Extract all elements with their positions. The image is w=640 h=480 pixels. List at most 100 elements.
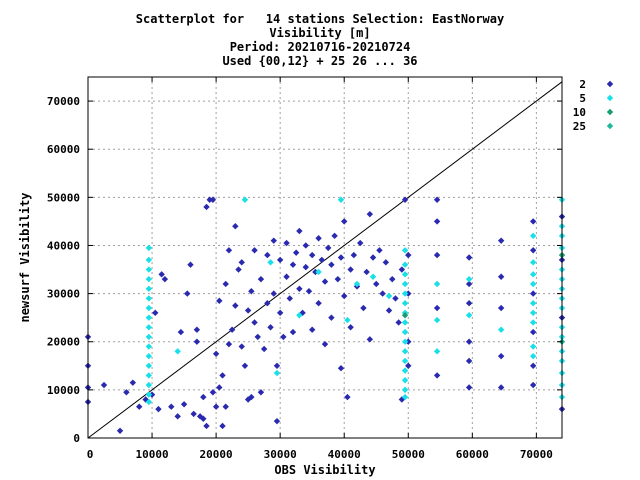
data-point-series-2 xyxy=(347,266,354,273)
legend-label: 25 xyxy=(573,120,586,133)
legend-marker xyxy=(606,80,614,88)
data-point-series-5 xyxy=(145,304,153,312)
x-tick-label: 30000 xyxy=(264,448,297,461)
data-point-series-5 xyxy=(145,398,153,406)
y-tick-label: 60000 xyxy=(47,143,80,156)
data-point-series-2 xyxy=(379,290,386,297)
data-point-series-5 xyxy=(296,312,303,319)
data-point-series-2 xyxy=(389,275,396,283)
data-point-series-2 xyxy=(267,324,274,331)
data-point-series-5 xyxy=(529,309,537,317)
data-point-series-2 xyxy=(341,292,348,300)
data-point-series-2 xyxy=(184,290,191,297)
data-point-series-5 xyxy=(145,285,153,292)
data-point-series-5 xyxy=(401,290,409,297)
data-point-series-2 xyxy=(232,223,239,230)
data-point-series-5 xyxy=(344,316,351,324)
data-point-series-2 xyxy=(203,203,210,211)
x-tick-label: 20000 xyxy=(200,448,233,461)
data-point-series-2 xyxy=(264,251,271,259)
data-point-series-2 xyxy=(433,196,441,203)
data-point-series-2 xyxy=(222,403,229,410)
data-point-series-2 xyxy=(264,300,271,307)
data-point-series-5 xyxy=(385,292,393,300)
y-tick-label: 50000 xyxy=(47,191,80,204)
data-point-series-2 xyxy=(315,235,322,242)
y-axis-ticks: 0 10000 20000 30000 40000 50000 60000 70000 xyxy=(47,95,562,445)
data-point-series-2 xyxy=(161,275,169,283)
data-point-series-2 xyxy=(497,273,505,280)
data-point-series-2 xyxy=(366,210,374,218)
data-point-series-5 xyxy=(401,377,409,384)
data-point-series-2 xyxy=(373,280,380,288)
data-point-series-2 xyxy=(273,417,281,425)
data-point-series-2 xyxy=(212,350,220,357)
data-point-series-2 xyxy=(405,338,412,345)
data-point-series-2 xyxy=(200,415,207,422)
data-point-series-2 xyxy=(273,362,281,369)
data-point-series-5 xyxy=(145,324,153,331)
data-point-series-2 xyxy=(465,357,473,365)
data-point-series-5 xyxy=(401,393,409,401)
data-points xyxy=(84,196,566,434)
data-point-series-2 xyxy=(433,304,441,312)
data-point-series-2 xyxy=(270,290,277,297)
data-point-series-2 xyxy=(123,389,130,396)
data-point-series-2 xyxy=(248,393,255,401)
data-point-series-2 xyxy=(497,237,505,244)
data-point-series-2 xyxy=(254,333,261,341)
x-axis-ticks: 0 10000 20000 30000 40000 50000 60000 70000 xyxy=(87,77,553,461)
data-point-series-5 xyxy=(401,271,409,278)
data-point-series-2 xyxy=(315,300,322,307)
data-point-series-2 xyxy=(209,196,217,203)
x-tick-label: 60000 xyxy=(456,448,489,461)
data-point-series-2 xyxy=(257,275,265,283)
data-point-series-2 xyxy=(385,307,393,314)
data-point-series-2 xyxy=(360,304,367,312)
y-tick-label: 20000 xyxy=(47,336,80,349)
data-point-series-5 xyxy=(273,369,281,377)
data-point-series-2 xyxy=(331,232,338,240)
data-point-series-2 xyxy=(302,263,309,271)
data-point-series-2 xyxy=(212,403,220,410)
data-point-series-2 xyxy=(433,251,441,259)
data-point-series-2 xyxy=(209,389,217,396)
data-point-series-2 xyxy=(280,333,287,341)
data-point-series-5 xyxy=(433,348,441,355)
data-point-series-5 xyxy=(145,314,153,321)
data-point-series-2 xyxy=(433,218,441,225)
data-point-series-2 xyxy=(180,401,188,408)
data-point-series-2 xyxy=(529,381,537,389)
data-point-series-2 xyxy=(152,309,159,317)
data-point-series-5 xyxy=(529,300,537,307)
data-point-series-2 xyxy=(321,340,329,348)
data-point-series-2 xyxy=(337,254,345,261)
data-point-series-2 xyxy=(238,259,245,266)
data-point-series-2 xyxy=(289,328,297,336)
data-point-series-5 xyxy=(174,348,181,355)
y-tick-label: 30000 xyxy=(47,288,80,301)
data-point-series-2 xyxy=(148,391,156,398)
data-point-series-5 xyxy=(401,261,409,268)
data-point-series-5 xyxy=(145,372,153,379)
data-point-series-2 xyxy=(225,340,233,348)
data-point-series-5 xyxy=(401,357,409,365)
data-point-series-5 xyxy=(401,367,409,374)
data-point-series-2 xyxy=(260,345,268,353)
data-point-series-2 xyxy=(465,338,473,345)
data-point-series-2 xyxy=(366,336,374,343)
data-point-series-2 xyxy=(529,290,537,297)
data-point-series-5 xyxy=(401,386,409,394)
data-point-series-2 xyxy=(337,365,345,372)
data-point-series-2 xyxy=(350,251,358,259)
x-tick-label: 70000 xyxy=(520,448,553,461)
data-point-series-2 xyxy=(405,362,412,369)
plot-frame xyxy=(87,76,563,439)
data-point-series-5 xyxy=(145,362,153,369)
data-point-series-2 xyxy=(174,413,181,420)
data-point-series-5 xyxy=(267,259,274,266)
data-point-series-2 xyxy=(328,314,335,321)
data-point-series-5 xyxy=(401,328,409,336)
